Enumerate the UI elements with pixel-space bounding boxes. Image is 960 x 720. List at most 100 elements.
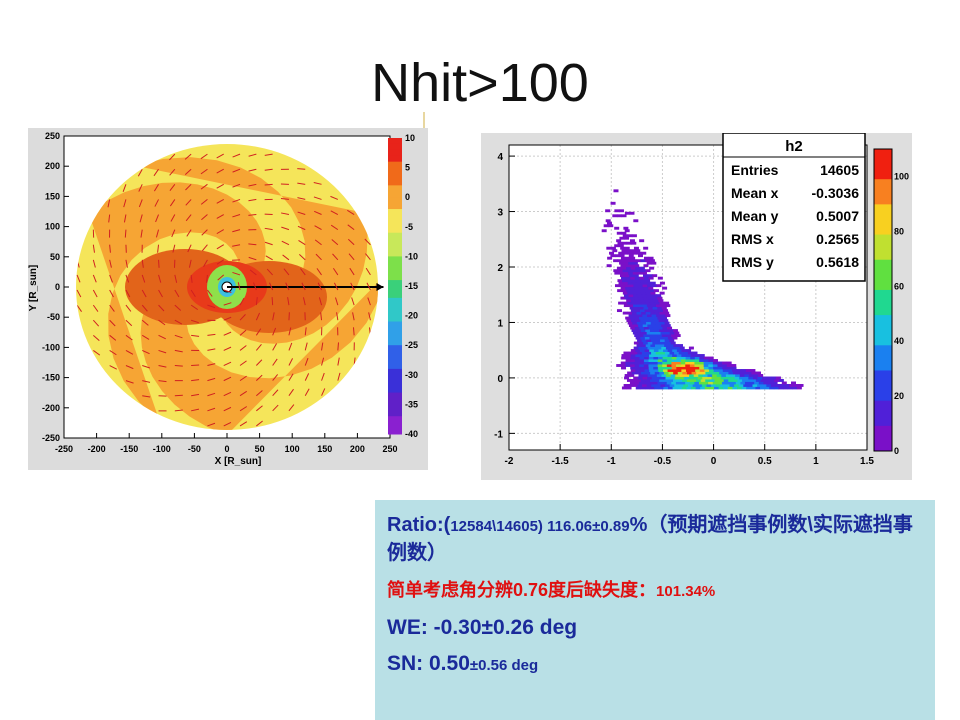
histogram-cell: [714, 379, 720, 382]
y-tick-label: 1: [497, 318, 503, 329]
histogram-cell: [627, 301, 633, 305]
histogram-cell: [613, 189, 619, 193]
histogram-cell: [637, 351, 643, 355]
histogram-cell: [627, 291, 633, 295]
vector-arrow: [349, 267, 355, 276]
histogram-cell: [616, 309, 622, 313]
stats-row-value: 0.2565: [816, 231, 859, 247]
histogram-cell: [651, 376, 657, 380]
histogram-cell: [639, 366, 645, 370]
histogram-cell: [652, 274, 658, 278]
histogram-cell: [650, 344, 656, 347]
histogram-cell: [659, 329, 665, 333]
histogram-cell: [642, 346, 648, 350]
histogram-cell: [679, 374, 685, 377]
vector-arrow: [92, 304, 99, 312]
vector-arrow: [154, 199, 159, 207]
histogram-cell: [675, 346, 681, 350]
histogram-cell: [638, 341, 644, 345]
histogram-cell: [654, 379, 660, 382]
y-axis-label: Y [R_sun]: [28, 265, 39, 312]
histogram-cell: [614, 244, 620, 248]
histogram-cell: [675, 334, 681, 337]
vector-arrow: [207, 348, 216, 351]
histogram-cell: [720, 384, 726, 387]
vector-arrow: [298, 239, 306, 246]
vector-arrow: [190, 289, 196, 298]
histogram-cell: [616, 364, 622, 367]
histogram-cell: [760, 379, 766, 382]
h2-histogram-panel: -2 -1.5 -1 -0.5 0 0.5 1 1.5 4 3 2 1 0 -1 100 80 60 40 20 0…: [481, 133, 912, 480]
histogram-cell: [632, 271, 638, 275]
histogram-cell: [640, 289, 646, 293]
histogram-cell: [651, 324, 657, 328]
histogram-cell: [639, 381, 645, 385]
histogram-cell: [666, 361, 672, 365]
histogram-cell: [601, 229, 607, 233]
vector-arrow: [125, 380, 134, 384]
histogram-cell: [698, 381, 704, 385]
histogram-cell: [654, 344, 660, 347]
histogram-cell: [772, 381, 778, 385]
histogram-cell: [636, 379, 642, 382]
histogram-cell: [658, 349, 664, 352]
vector-arrow: [139, 214, 143, 223]
histogram-cell: [638, 296, 644, 300]
vector-arrow: [207, 289, 213, 297]
histogram-cell: [637, 294, 643, 298]
vector-arrow: [256, 405, 263, 412]
colorbar-tick-label: 80: [894, 226, 904, 236]
histogram-cell: [657, 296, 663, 300]
vector-arrow: [76, 304, 82, 313]
histogram-cell: [643, 256, 649, 260]
histogram-cell: [658, 299, 664, 303]
vector-arrow: [188, 259, 192, 268]
histogram-cell: [741, 369, 747, 372]
histogram-cell: [626, 299, 632, 303]
histogram-cell: [679, 376, 685, 380]
vector-arrow: [272, 374, 279, 381]
histogram-cell: [731, 381, 737, 385]
histogram-cell: [639, 364, 645, 367]
vector-arrow: [272, 343, 277, 351]
histogram-cell: [663, 329, 669, 333]
histogram-cell: [637, 304, 643, 308]
histogram-cell: [672, 379, 679, 382]
vector-arrow: [184, 153, 192, 160]
histogram-cell: [711, 376, 717, 380]
histogram-cell: [694, 361, 700, 365]
histogram-cell: [676, 356, 682, 360]
vector-arrow: [125, 349, 134, 355]
histogram-cell: [648, 359, 654, 362]
histogram-cell: [729, 376, 735, 380]
vector-arrow: [216, 168, 224, 174]
vector-arrow: [239, 375, 247, 382]
vector-arrow: [318, 297, 323, 306]
histogram-cell: [617, 259, 623, 263]
histogram-cell: [663, 309, 669, 313]
histogram-cell: [729, 384, 735, 387]
histogram-cell: [652, 316, 658, 320]
vector-arrow: [287, 297, 290, 306]
histogram-cell: [654, 386, 660, 390]
vector-arrow: [153, 184, 159, 192]
histogram-cell: [605, 209, 611, 213]
histogram-cell: [674, 331, 680, 335]
vector-arrow: [125, 274, 130, 283]
histogram-cell: [793, 384, 799, 387]
vector-arrow: [256, 420, 263, 427]
histogram-cell: [632, 384, 638, 387]
histogram-cell: [629, 211, 635, 215]
histogram-cell: [714, 371, 720, 375]
vector-arrow: [255, 359, 263, 366]
vector-arrow: [92, 259, 96, 268]
vector-arrow: [223, 421, 232, 427]
histogram-cell: [742, 379, 748, 382]
histogram-cell: [644, 309, 650, 313]
histogram-cell: [728, 371, 734, 375]
histogram-cell: [648, 361, 654, 365]
histogram-cell: [652, 381, 658, 385]
histogram-cell: [650, 321, 656, 325]
histogram-cell: [628, 294, 634, 298]
histogram-cell: [686, 349, 692, 352]
